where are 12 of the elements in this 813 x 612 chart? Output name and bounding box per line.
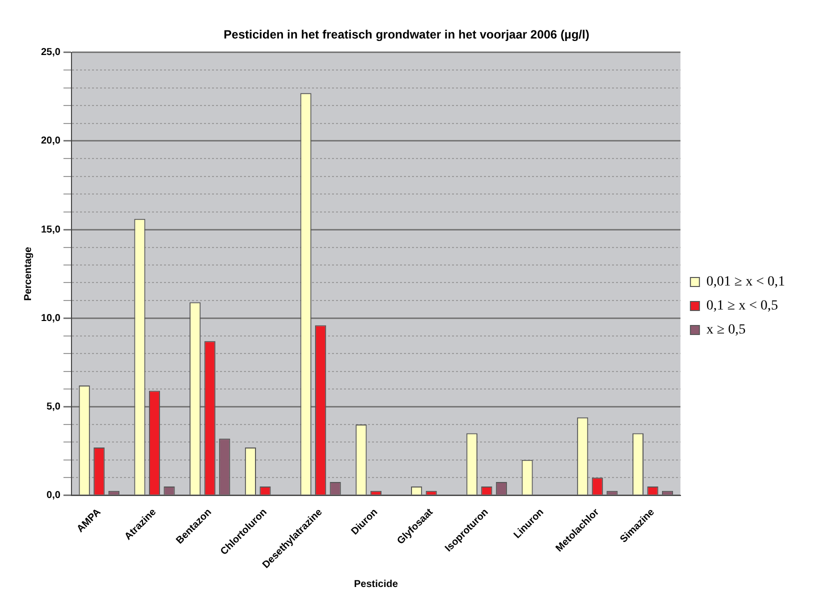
y-tick-label: 5,0 — [46, 401, 61, 412]
legend-label: 0,01 ≥ x < 0,1 — [706, 274, 786, 290]
y-tick-label: 20,0 — [40, 136, 61, 147]
chart-title: Pesticiden in het freatisch grondwater in het voorjaar 2006 (µg/l) — [224, 28, 590, 42]
y-axis-title: Percentage — [22, 246, 34, 301]
text: 0,0 — [46, 490, 60, 502]
y-tick-label: 15,0 — [40, 224, 61, 236]
legend-label: x ≥ 0,5 — [706, 322, 746, 338]
legend-label: 0,1 ≥ x < 0,5 — [706, 298, 778, 314]
y-tick-label: 10,0 — [40, 312, 61, 324]
x-axis-title: Pesticide — [354, 578, 398, 590]
y-tick-label: 25,0 — [40, 47, 61, 58]
